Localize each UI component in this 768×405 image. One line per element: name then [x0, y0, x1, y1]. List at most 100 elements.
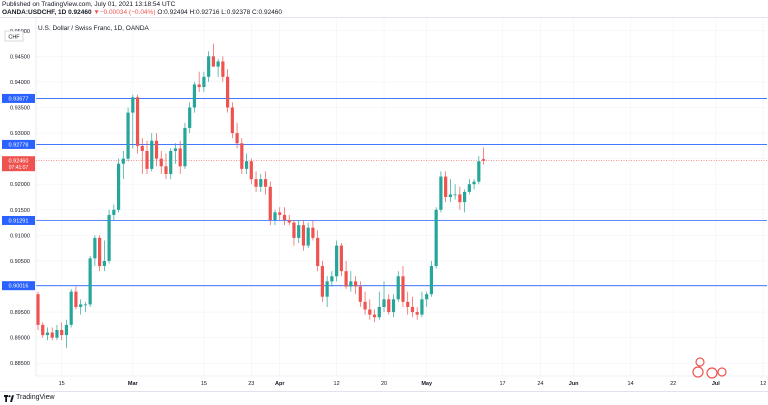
candle-body [463, 191, 467, 203]
candle-body [235, 133, 239, 144]
candle-body [178, 148, 182, 167]
candle-body [282, 214, 287, 221]
candle-body [458, 194, 462, 203]
candle-body [69, 291, 73, 325]
candle-body [387, 299, 391, 313]
candle-body [145, 150, 149, 169]
candles-layer [36, 43, 486, 348]
time-tick-label: 23 [248, 381, 254, 387]
time-tick-label: Jul [712, 381, 720, 387]
level-label: 0.93677 [9, 96, 29, 102]
time-tick-label: 22 [670, 381, 676, 387]
candlestick-chart[interactable]: 0.950000.945000.940000.935000.930000.925… [0, 18, 768, 391]
candle-body [254, 179, 258, 187]
high-value: H:0.92716 [189, 9, 220, 16]
currency-label: CHF [8, 35, 20, 41]
candle-body [472, 181, 476, 185]
candle-body [268, 186, 272, 221]
candle-body [273, 212, 277, 221]
candle-body [344, 271, 348, 287]
candle-body [301, 225, 306, 246]
candle-body [192, 84, 197, 108]
candle-body [391, 299, 396, 313]
price-axis[interactable]: 0.950000.945000.940000.935000.930000.925… [10, 18, 37, 376]
candle-body [316, 237, 320, 267]
candle-body [429, 266, 434, 295]
candle-body [444, 176, 448, 197]
candle-body [420, 299, 424, 315]
chart-title: U.S. Dollar / Swiss Franc, 1D, OANDA [38, 25, 150, 32]
candle-body [382, 299, 386, 307]
candle-body [83, 304, 87, 306]
change-text: ▼−0.00034 (−0.04%) [93, 9, 156, 16]
candle-body [211, 56, 215, 67]
candle-body [335, 245, 339, 277]
candle-body [188, 107, 192, 128]
candle-body [434, 209, 438, 267]
candle-body [325, 281, 329, 297]
candle-body [140, 145, 144, 151]
time-tick-label: 12 [334, 381, 340, 387]
level-label-box [2, 281, 35, 291]
candle-body [116, 163, 121, 210]
price-tick-label: 0.91500 [10, 208, 30, 214]
candle-body [79, 304, 83, 307]
candle-body [221, 61, 225, 77]
open-value: O:0.92494 [157, 9, 188, 16]
currency-box [4, 30, 24, 42]
candle-body [292, 222, 296, 238]
level-label: 0.92778 [9, 142, 29, 148]
time-tick-label: 14 [627, 381, 633, 387]
candle-body [415, 312, 419, 315]
grid-lines [36, 18, 767, 376]
candle-body [164, 166, 168, 174]
candle-body [102, 260, 106, 267]
symbol-line: OANDA:USDCHF, 1D 0.92460 ▼−0.00034 (−0.0… [2, 9, 282, 16]
time-axis[interactable]: 15 Mar 15 23 Apr 12 20 May 17 24 Jun 14 22 Jul 12 [36, 375, 767, 387]
candle-body [481, 159, 486, 161]
candle-body [88, 258, 92, 305]
candle-body [410, 306, 415, 313]
price-tick-label: 0.91000 [10, 233, 30, 239]
candle-body [448, 194, 452, 197]
level-label-box [2, 139, 35, 149]
candle-body [320, 266, 324, 297]
chart-area[interactable]: 0.950000.945000.940000.935000.930000.925… [0, 17, 768, 392]
candle-body [36, 294, 40, 325]
candle-body [183, 127, 187, 167]
candle-body [60, 329, 64, 336]
candle-body [287, 220, 291, 223]
tradingview-logo-icon [4, 395, 14, 402]
time-tick-label: 15 [201, 381, 207, 387]
candle-body [401, 276, 405, 302]
candle-body [112, 209, 116, 215]
candle-body [207, 56, 211, 77]
candle-body [306, 227, 310, 246]
candle-body [74, 291, 78, 307]
time-tick-label: Jun [569, 381, 579, 387]
candle-body [240, 143, 244, 169]
price-tick-label: 0.89000 [10, 336, 30, 342]
candle-body [406, 301, 410, 307]
level-label: 0.90016 [9, 284, 29, 290]
candle-body [50, 332, 54, 338]
time-tick-label: Apr [275, 381, 285, 387]
candle-body [278, 212, 282, 215]
candle-body [349, 281, 353, 287]
level-label-box [2, 93, 35, 103]
price-labels: 0.93677 0.92778 0.91291 0.90016 0.9246007:41… [2, 93, 35, 291]
price-tick-label: 0.92000 [10, 182, 30, 188]
candle-body [372, 314, 377, 318]
low-value: L:0.92378 [221, 9, 251, 16]
price-tick-label: 0.94500 [10, 54, 30, 60]
candle-body [126, 112, 130, 159]
candle-body [453, 194, 457, 196]
candle-body [368, 309, 372, 315]
candle-body [259, 179, 263, 187]
candle-body [226, 76, 230, 108]
candle-body [377, 306, 381, 318]
time-tick-label: 17 [499, 381, 505, 387]
candle-body [169, 150, 173, 174]
price-tick-label: 0.89500 [10, 310, 30, 316]
time-tick-label: 20 [381, 381, 387, 387]
